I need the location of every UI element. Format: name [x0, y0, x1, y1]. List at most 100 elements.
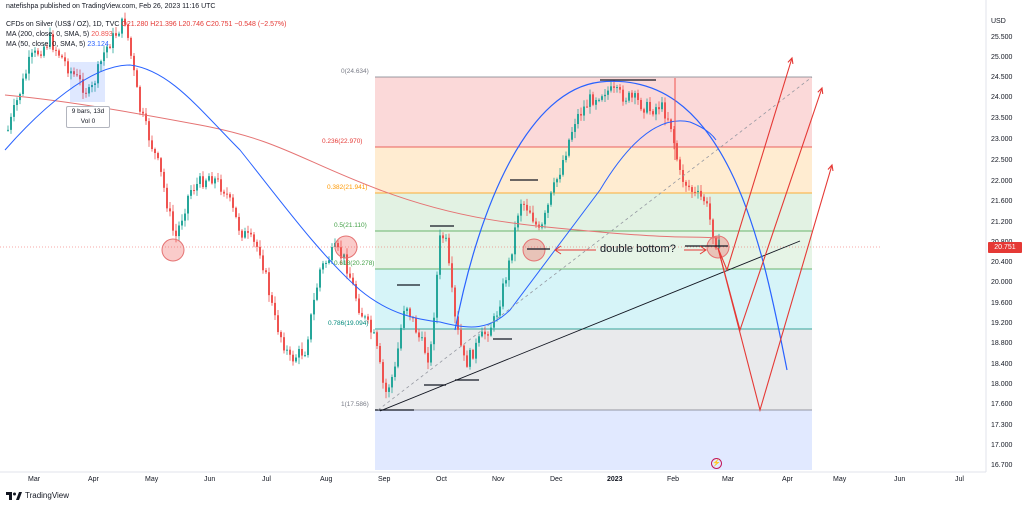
candle-body: [262, 255, 264, 271]
candle-body: [454, 287, 456, 317]
candle-body: [523, 203, 525, 205]
x-tick-label: Jul: [955, 476, 964, 483]
candle-body: [22, 78, 24, 95]
candle-body: [304, 355, 306, 357]
lightning-icon[interactable]: ⚡: [711, 458, 722, 469]
fib-zone: [375, 147, 812, 193]
candle-body: [562, 160, 564, 175]
candle-body: [364, 316, 366, 318]
ma200-line: [4, 94, 721, 239]
candle-body: [124, 18, 126, 25]
y-tick-label: 19.600: [991, 300, 1013, 307]
ma200-legend[interactable]: MA (200, close, 0, SMA, 5) 20.893: [6, 30, 113, 40]
candle-body: [145, 113, 147, 122]
currency-label: USD: [991, 18, 1006, 25]
y-tick-label: 23.000: [991, 136, 1013, 143]
candle-body: [184, 213, 186, 221]
candle-body: [331, 247, 333, 261]
candle-body: [328, 260, 330, 263]
candle-body: [214, 178, 216, 184]
x-tick-label: Jul: [262, 476, 271, 483]
y-tick-label: 16.700: [991, 462, 1013, 469]
fib-diagonal: [377, 76, 813, 411]
x-tick-label: Dec: [550, 476, 563, 483]
candle-body: [289, 349, 291, 355]
candle-body: [85, 92, 87, 94]
candle-body: [133, 55, 135, 71]
symbol-legend[interactable]: CFDs on Silver (US$ / OZ), 1D, TVC O21.2…: [6, 20, 286, 30]
ma50-legend[interactable]: MA (50, close, 0, SMA, 5) 23.124: [6, 40, 109, 50]
highlight-circle: [161, 238, 185, 262]
x-tick-label: Apr: [782, 476, 793, 483]
candle-body: [349, 273, 351, 278]
candle-body: [355, 284, 357, 299]
candle-body: [244, 231, 246, 238]
candle-body: [556, 179, 558, 183]
candle-body: [235, 207, 237, 217]
candle-body: [28, 56, 30, 74]
candle-body: [202, 176, 204, 188]
tradingview-footer[interactable]: TradingView: [6, 491, 69, 500]
candle-body: [709, 203, 711, 220]
candle-body: [175, 230, 177, 237]
candle-body: [565, 155, 567, 161]
candle-body: [73, 71, 75, 75]
candle-body: [661, 102, 663, 110]
tooltip-bars: 9 bars, 13d: [71, 108, 105, 115]
candle-body: [205, 180, 207, 188]
symbol-name: CFDs on Silver (US$ / OZ), 1D, TVC: [6, 21, 120, 28]
candle-body: [712, 219, 714, 239]
x-tick-label: May: [145, 476, 159, 483]
candle-body: [382, 362, 384, 383]
candle-body: [97, 64, 99, 84]
candle-body: [103, 52, 105, 62]
publisher-line: natefishpa published on TradingView.com,…: [6, 3, 216, 10]
candle-body: [16, 100, 18, 106]
candle-body: [283, 337, 285, 351]
x-tick-label: Nov: [492, 476, 505, 483]
candle-body: [157, 153, 159, 159]
candle-body: [385, 382, 387, 392]
arrow-head: [699, 245, 707, 255]
candle-body: [430, 344, 432, 363]
candle-body: [343, 254, 345, 259]
candle-body: [352, 277, 354, 285]
candle-body: [511, 254, 513, 261]
y-tick-label: 17.600: [991, 401, 1013, 408]
candle-body: [631, 92, 633, 98]
candle-body: [316, 287, 318, 300]
y-tick-label: 18.400: [991, 361, 1013, 368]
candle-body: [673, 129, 675, 144]
candle-body: [451, 263, 453, 288]
ma50-line: [4, 64, 717, 328]
candle-body: [217, 178, 219, 180]
y-tick-label: 21.200: [991, 219, 1013, 226]
trendline: [379, 240, 801, 412]
candle-body: [460, 329, 462, 346]
highlight-circle: [522, 238, 546, 262]
fib-zone: [375, 77, 812, 147]
candle-body: [619, 87, 621, 90]
candle-body: [61, 55, 63, 58]
candle-body: [229, 194, 231, 198]
candle-body: [427, 352, 429, 363]
candle-body: [109, 46, 111, 49]
fib-level-label: 0.786(19.094): [328, 320, 369, 327]
candle-body: [37, 50, 39, 55]
candle-body: [700, 190, 702, 197]
candle-body: [169, 208, 171, 212]
candle-body: [655, 107, 657, 115]
candle-body: [718, 239, 720, 249]
candle-body: [100, 61, 102, 65]
double-bottom-annotation[interactable]: double bottom?: [600, 243, 676, 255]
candle-body: [610, 86, 612, 91]
candle-body: [223, 191, 225, 194]
candle-body: [295, 357, 297, 362]
candle-body: [361, 312, 363, 317]
candle-body: [601, 96, 603, 100]
candle-body: [514, 227, 516, 255]
candle-body: [277, 315, 279, 333]
candle-body: [637, 93, 639, 100]
